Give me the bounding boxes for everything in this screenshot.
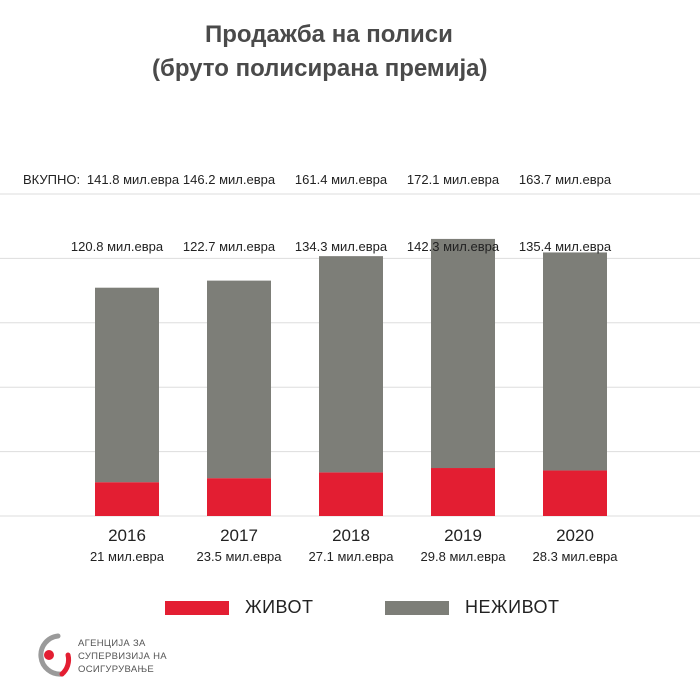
- chart-title: Продажба на полиси: [205, 21, 453, 48]
- data-label-total: 161.4 мил.евра: [295, 172, 388, 187]
- data-label-total: 141.8 мил.евра: [87, 172, 180, 187]
- data-label-nonlife: 142.3 мил.евра: [407, 239, 500, 254]
- logo-dot-icon: [44, 650, 54, 660]
- data-label-nonlife: 135.4 мил.евра: [519, 239, 612, 254]
- data-label-life: 29.8 мил.евра: [421, 549, 507, 564]
- data-label-life: 23.5 мил.евра: [197, 549, 283, 564]
- logo-text-line-2: СУПЕРВИЗИЈА НА: [78, 651, 167, 662]
- bar-nonlife-2020: [543, 252, 607, 471]
- bar-life-2016: [95, 482, 159, 516]
- bar-nonlife-2018: [319, 256, 383, 473]
- data-label-nonlife: 120.8 мил.евра: [71, 239, 164, 254]
- legend-label-life: ЖИВОТ: [245, 597, 314, 617]
- bar-nonlife-2017: [207, 280, 271, 479]
- bar-life-2017: [207, 478, 271, 516]
- legend-swatch-nonlife: [385, 601, 449, 615]
- x-tick-label: 2020: [556, 526, 594, 545]
- x-tick-label: 2017: [220, 526, 258, 545]
- logo-text-line-1: АГЕНЦИЈА ЗА: [78, 638, 146, 649]
- logo-mark: [38, 633, 72, 677]
- bar-life-2018: [319, 472, 383, 516]
- bar-life-2019: [431, 468, 495, 516]
- data-label-total: 172.1 мил.евра: [407, 172, 500, 187]
- total-prefix-label: ВКУПНО:: [23, 172, 80, 187]
- agency-logo: АГЕНЦИЈА ЗА СУПЕРВИЗИЈА НА ОСИГУРУВАЊЕ: [28, 630, 188, 690]
- logo-accent-icon: [59, 652, 72, 677]
- data-label-nonlife: 122.7 мил.евра: [183, 239, 276, 254]
- x-tick-label: 2016: [108, 526, 146, 545]
- logo-ring-icon: [38, 633, 65, 677]
- bar-nonlife-2016: [95, 287, 159, 483]
- data-label-nonlife: 134.3 мил.евра: [295, 239, 388, 254]
- x-tick-label: 2018: [332, 526, 370, 545]
- data-label-total: 146.2 мил.евра: [183, 172, 276, 187]
- data-label-life: 21 мил.евра: [90, 549, 165, 564]
- data-label-life: 27.1 мил.евра: [309, 549, 395, 564]
- bar-nonlife-2019: [431, 238, 495, 469]
- x-tick-label: 2019: [444, 526, 482, 545]
- data-label-life: 28.3 мил.евра: [533, 549, 619, 564]
- legend-label-nonlife: НЕЖИВОТ: [465, 597, 560, 617]
- legend-swatch-life: [165, 601, 229, 615]
- bar-life-2020: [543, 470, 607, 516]
- chart-subtitle: (бруто полисирана премија): [152, 55, 488, 82]
- logo-text-line-3: ОСИГУРУВАЊЕ: [78, 664, 155, 675]
- data-label-total: 163.7 мил.евра: [519, 172, 612, 187]
